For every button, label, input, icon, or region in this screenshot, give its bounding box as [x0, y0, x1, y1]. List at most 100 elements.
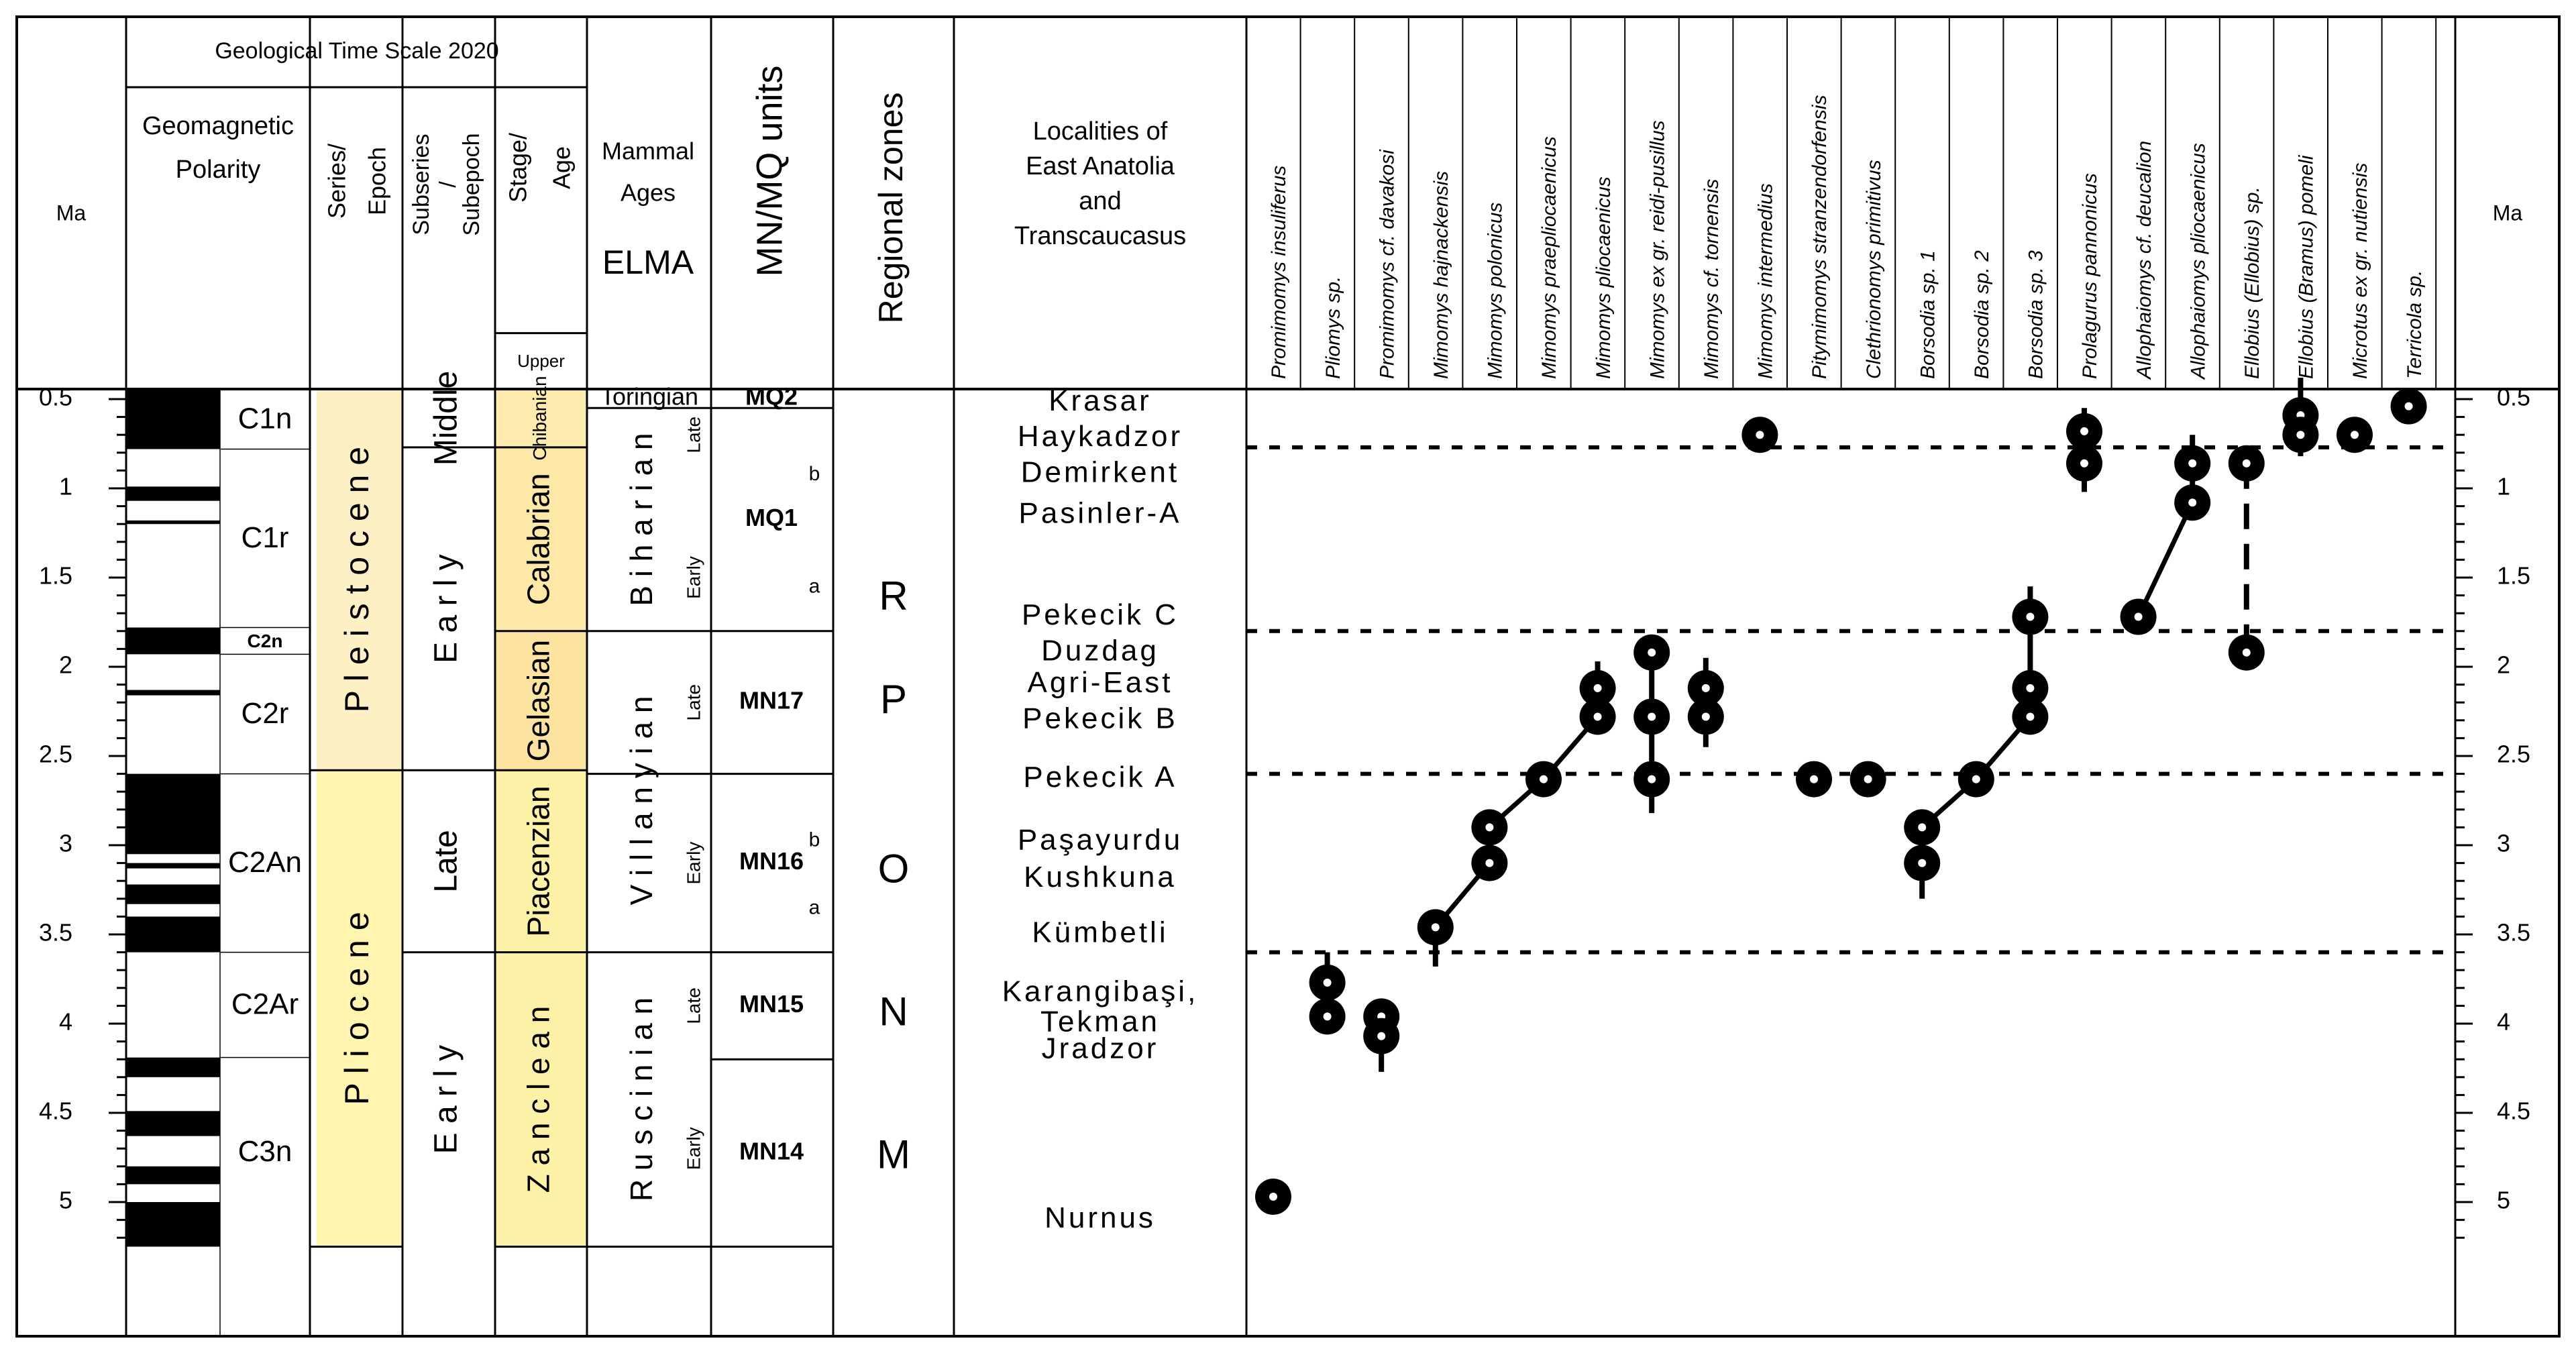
normal-polarity-interval	[126, 627, 220, 655]
stage-band	[495, 389, 587, 447]
taxon-name: Mimomys intermedius	[1755, 183, 1777, 379]
subepoch-label: E a r l y	[429, 1045, 464, 1154]
y-tick-label-right: 1.5	[2497, 562, 2530, 590]
chart-frame	[15, 15, 2561, 1338]
occurrence-point-center	[1431, 923, 1440, 932]
occurrence-point-center	[2296, 431, 2305, 439]
normal-polarity-interval	[126, 884, 220, 904]
mn-header: MN/MQ units	[749, 65, 790, 276]
mn-unit-label: MN15	[739, 990, 804, 1018]
stage-label: Gelasian	[521, 640, 556, 762]
normal-polarity-interval	[126, 520, 220, 525]
y-tick-label-left: 0.5	[39, 384, 72, 411]
y-tick-label-right: 1	[2497, 473, 2510, 500]
occurrence-point-center	[1269, 1193, 1277, 1201]
epoch-band	[317, 389, 402, 771]
stage-label: Piacenzian	[521, 785, 556, 936]
lineage-link	[2136, 501, 2195, 618]
locality-label: Karangibaşi,	[1002, 975, 1199, 1008]
y-tick-label-left: 4	[59, 1008, 72, 1036]
mammal-subage-label: Late	[683, 684, 704, 721]
occurrence-point-center	[1485, 859, 1494, 867]
occurrence-point-center	[2188, 498, 2197, 507]
mn-unit-label: MN16	[739, 847, 804, 875]
mn-subunit-label: a	[809, 897, 820, 919]
chron-label: C2Ar	[231, 988, 299, 1021]
y-tick-label-right: 2.5	[2497, 741, 2530, 768]
occurrence-point-center	[2188, 459, 2197, 468]
normal-polarity-interval	[126, 389, 220, 449]
y-tick-label-right: 4	[2497, 1008, 2510, 1036]
stage-band	[495, 770, 587, 953]
stage-label: Z a n c l e a n	[521, 1006, 556, 1193]
mammal-age-label: Toringian	[600, 383, 698, 411]
y-tick-label-left: 4.5	[39, 1097, 72, 1125]
mammal-subage-label: Early	[683, 556, 704, 599]
localities-header: and	[1079, 187, 1121, 215]
localities-header: Transcaucasus	[1014, 222, 1186, 250]
taxon-name: Allophaiomys cf. deucalion	[2133, 141, 2155, 380]
occurrence-point-center	[1323, 1012, 1332, 1021]
occurrence-point-center	[2351, 431, 2359, 439]
stage-label: Upper	[517, 351, 565, 371]
chron-label: C1r	[241, 521, 289, 554]
occurrence-point-center	[1701, 684, 1710, 692]
mammal-age-label: V i l l a n y i a n	[624, 696, 659, 906]
locality-label: Paşayurdu	[1018, 823, 1183, 856]
locality-label: Pekecik A	[1023, 761, 1177, 794]
subepoch-label: Middle	[429, 371, 464, 466]
taxon-name: Mimomys pliocaenicus	[1593, 176, 1615, 379]
locality-label: Agri-East	[1028, 666, 1173, 699]
occurrence-point-center	[2404, 402, 2413, 411]
mn-subunit-label: b	[809, 463, 820, 485]
occurrence-point-center	[1323, 978, 1332, 987]
chron-label: C2r	[241, 697, 289, 730]
polarity-header: Geomagnetic	[142, 112, 294, 140]
taxon-name: Promimomys insuliferus	[1268, 166, 1290, 379]
normal-polarity-interval	[126, 1166, 220, 1185]
normal-polarity-interval	[126, 486, 220, 501]
stage-label: Chibanian	[529, 376, 550, 460]
series-header: Series/	[323, 144, 351, 219]
taxon-name: Mimomys praepliocaenicus	[1538, 136, 1560, 379]
locality-label: Pekecik C	[1022, 598, 1179, 631]
locality-label: Krasar	[1049, 384, 1152, 417]
locality-label: Haykadzor	[1018, 420, 1183, 453]
mammal-subage-label: Late	[683, 987, 704, 1024]
locality-label: Tekman	[1040, 1006, 1160, 1038]
localities-header: East Anatolia	[1026, 152, 1175, 180]
locality-label: Kushkuna	[1024, 861, 1177, 893]
mn-unit-label: MQ2	[745, 383, 798, 411]
occurrence-point-center	[1972, 775, 1980, 783]
taxon-name: Mimomys cf. tornensis	[1701, 179, 1723, 379]
taxon-name: Prolagurus pannonicus	[2079, 173, 2101, 379]
occurrence-point-center	[1648, 712, 1656, 721]
taxon-name: Mimomys ex gr. reidi-pusillus	[1646, 120, 1668, 379]
series-header: Epoch	[364, 147, 391, 215]
occurrence-point-center	[1864, 775, 1872, 783]
y-tick-label-right: 2	[2497, 651, 2510, 679]
occurrence-point-center	[1593, 684, 1602, 692]
subseries-header: Subepoch	[459, 133, 484, 235]
y-tick-label-left: 1.5	[39, 562, 72, 590]
subepoch-label: Late	[429, 830, 464, 892]
polarity-header: Polarity	[176, 156, 261, 184]
occurrence-point-center	[1377, 1032, 1386, 1040]
locality-label: Pekecik B	[1022, 702, 1178, 735]
normal-polarity-interval	[126, 690, 220, 696]
chron-label: C3n	[238, 1135, 292, 1168]
mammal-subage-label: Early	[683, 842, 704, 885]
occurrence-point-center	[1701, 712, 1710, 721]
occurrence-point-center	[1593, 712, 1602, 721]
locality-label: Duzdag	[1041, 634, 1159, 667]
stage-header: Age	[548, 146, 576, 189]
taxon-name: Borsodia sp. 2	[1971, 250, 1993, 379]
mammal-age-label: R u s c i n i a n	[624, 997, 659, 1201]
ma-axis-label-right: Ma	[2493, 201, 2523, 225]
taxon-name: Mimomys polonicus	[1485, 203, 1507, 379]
localities-header: Localities of	[1033, 117, 1168, 146]
taxon-name: Ellobius (Ellobius) sp.	[2241, 186, 2263, 379]
regional-zone-label: P	[880, 677, 907, 722]
occurrence-point-center	[1648, 648, 1656, 657]
